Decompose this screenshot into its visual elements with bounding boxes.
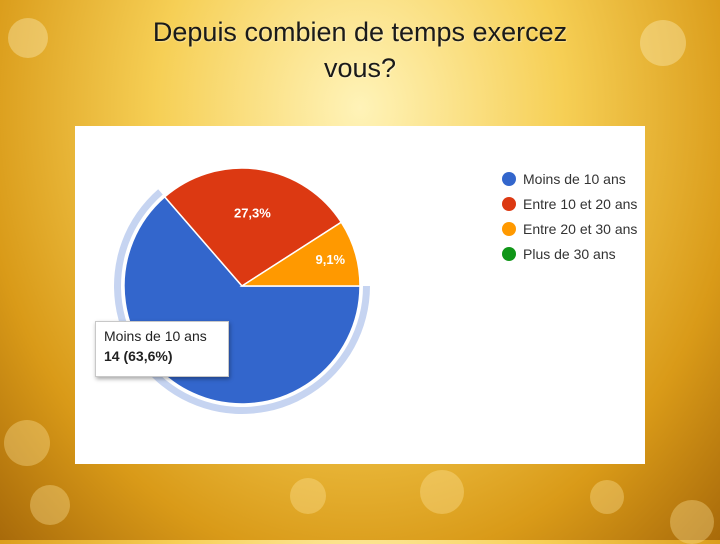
flower-decoration (30, 485, 70, 525)
tooltip-label: Moins de 10 ans (104, 328, 207, 344)
chart-tooltip: Moins de 10 ans 14 (63,6%) (95, 321, 229, 377)
flower-decoration (4, 420, 50, 466)
pie-chart: 27,3% 9,1% Moins de 10 ans Entre 10 et 20 a… (114, 167, 637, 414)
chart-panel: 27,3% 9,1% Moins de 10 ans Entre 10 et 20 a… (75, 126, 645, 464)
legend-swatch (502, 197, 516, 211)
slide-title-line-1: Depuis combien de temps exercez (152, 17, 568, 47)
slide-title: Depuis combien de temps exercez vous? (0, 14, 720, 86)
flower-decoration (670, 500, 714, 544)
flower-decoration (290, 478, 326, 514)
flower-decoration (590, 480, 624, 514)
legend-swatch (502, 247, 516, 261)
flower-decoration (420, 470, 464, 514)
legend-swatch (502, 222, 516, 236)
pie-slice-3[interactable] (239, 221, 361, 287)
pie-slice-highlight (114, 189, 370, 414)
legend-label: Moins de 10 ans (523, 171, 626, 187)
legend-label: Plus de 30 ans (523, 246, 616, 262)
slide-title-line-2: vous? (323, 53, 397, 83)
tooltip-value: 14 (63,6%) (104, 348, 173, 364)
flower-decoration (8, 18, 48, 58)
legend-label: Entre 20 et 30 ans (523, 221, 637, 237)
flower-decoration (640, 20, 686, 66)
slice-percent-label: 27,3% (234, 206, 271, 221)
legend-swatch (502, 172, 516, 186)
slice-percent-label: 9,1% (315, 252, 345, 267)
legend-label: Entre 10 et 20 ans (523, 196, 637, 212)
pie-slice-2[interactable] (163, 167, 343, 287)
